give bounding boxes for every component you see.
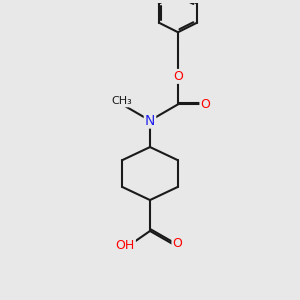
Text: CH₃: CH₃ <box>112 96 132 106</box>
Text: OH: OH <box>116 238 135 252</box>
Text: O: O <box>173 70 183 83</box>
Text: O: O <box>200 98 210 111</box>
Text: N: N <box>145 114 155 128</box>
Text: O: O <box>172 237 182 250</box>
